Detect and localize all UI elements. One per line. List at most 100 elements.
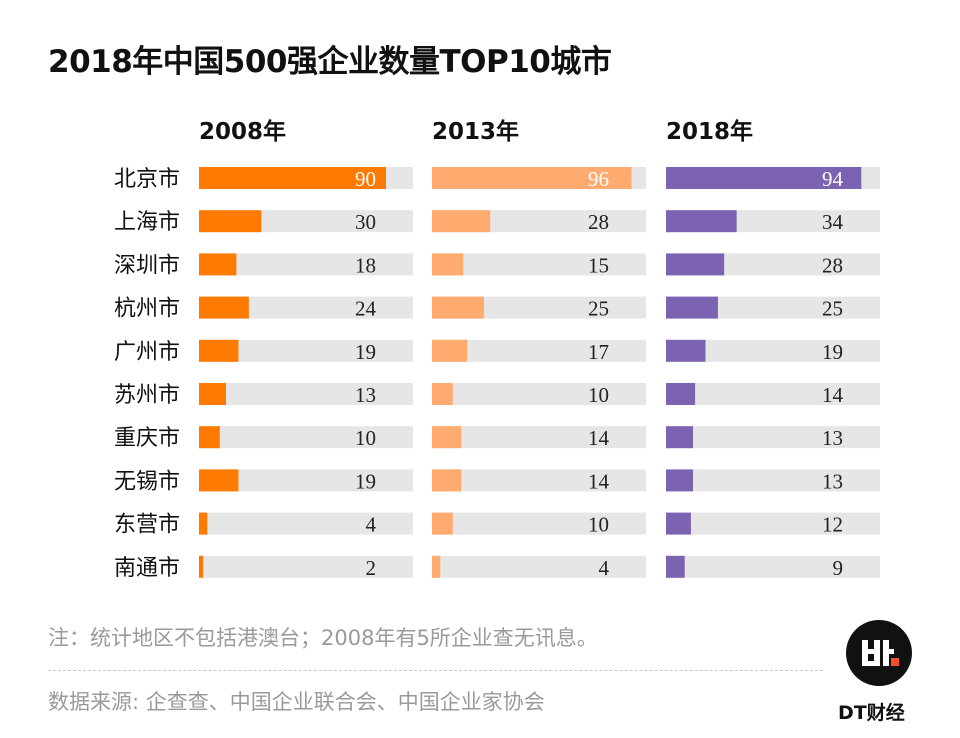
bar [666, 167, 862, 189]
bar-track [666, 426, 880, 449]
bar-track [199, 512, 413, 535]
bar-track [666, 469, 880, 492]
data-label: 10 [355, 426, 376, 450]
footnote: 注：统计地区不包括港澳台；2008年有5所企业查无讯息。 [48, 626, 598, 650]
data-label: 28 [822, 253, 843, 277]
data-label: 2 [366, 556, 377, 580]
category-label: 广州市 [114, 340, 180, 365]
bar [432, 210, 491, 233]
bar-track [432, 555, 646, 578]
bar [432, 339, 468, 362]
series-header: 2008年 [199, 118, 286, 145]
bar [666, 296, 718, 319]
data-label: 14 [588, 469, 610, 493]
bar [666, 339, 706, 362]
data-label: 13 [355, 383, 376, 407]
data-label: 24 [355, 297, 377, 321]
data-label: 34 [822, 210, 844, 234]
data-label: 28 [588, 210, 609, 234]
category-label: 苏州市 [114, 383, 180, 408]
bar [432, 383, 453, 405]
dt-logo-icon [846, 620, 912, 686]
bar [666, 555, 685, 578]
bar-track [199, 296, 413, 319]
category-label: 杭州市 [114, 297, 180, 322]
bar-track [432, 296, 646, 319]
data-label: 96 [588, 167, 609, 191]
data-label: 19 [822, 340, 843, 364]
bar-track [432, 253, 646, 276]
bar-track [199, 426, 413, 449]
data-label: 25 [588, 297, 609, 321]
bar-track [199, 555, 413, 578]
category-label: 无锡市 [114, 469, 180, 494]
bar [432, 253, 464, 276]
bar [432, 555, 441, 578]
data-label: 4 [366, 513, 377, 537]
bar [432, 512, 453, 535]
data-label: 10 [588, 383, 609, 407]
bar [666, 383, 696, 405]
data-label: 13 [822, 469, 843, 493]
bar-track [432, 469, 646, 492]
bar [666, 253, 725, 276]
bar [432, 469, 462, 492]
bar-track [432, 512, 646, 535]
category-label: 北京市 [114, 167, 180, 192]
data-label: 13 [822, 426, 843, 450]
bar-track [432, 339, 646, 362]
chart-title: 2018年中国500强企业数量TOP10城市 [48, 44, 612, 80]
data-label: 30 [355, 210, 376, 234]
source-note: 数据来源: 企查查、中国企业联合会、中国企业家协会 [48, 690, 545, 714]
data-label: 19 [355, 340, 376, 364]
data-label: 14 [588, 426, 610, 450]
data-label: 17 [588, 340, 609, 364]
bar [666, 512, 691, 535]
bar-track [199, 253, 413, 276]
bar [432, 426, 462, 449]
data-label: 14 [822, 383, 844, 407]
bar [199, 253, 237, 276]
bar [199, 167, 386, 189]
category-label: 重庆市 [114, 426, 180, 451]
bar-track [199, 469, 413, 492]
bar-track [199, 339, 413, 362]
bar-track [199, 383, 413, 405]
bar-track [666, 296, 880, 319]
data-label: 10 [588, 513, 609, 537]
bar [199, 210, 262, 233]
bar [199, 383, 227, 405]
brand-name: DT财经 [838, 702, 905, 724]
data-label: 12 [822, 513, 843, 537]
divider [48, 670, 823, 671]
data-label: 90 [355, 167, 376, 191]
category-label: 南通市 [114, 556, 180, 581]
bar [432, 167, 632, 189]
series-header: 2013年 [432, 118, 519, 145]
bar [199, 426, 220, 449]
bar [199, 555, 204, 578]
bar [666, 469, 694, 492]
bar [199, 296, 249, 319]
category-label: 深圳市 [114, 253, 180, 278]
series-header: 2018年 [666, 118, 753, 145]
bar [199, 339, 239, 362]
bar-track [666, 383, 880, 405]
bar-track [432, 426, 646, 449]
bar [666, 426, 694, 449]
bar [432, 296, 484, 319]
bar-track [666, 555, 880, 578]
bar [199, 469, 239, 492]
data-label: 19 [355, 469, 376, 493]
bar-track [432, 383, 646, 405]
category-label: 上海市 [114, 210, 180, 235]
bar [666, 210, 737, 233]
bar-track [666, 512, 880, 535]
data-label: 94 [822, 167, 844, 191]
data-label: 25 [822, 297, 843, 321]
data-label: 4 [599, 556, 610, 580]
category-label: 东营市 [114, 513, 180, 538]
data-label: 9 [833, 556, 844, 580]
bar-track [666, 339, 880, 362]
